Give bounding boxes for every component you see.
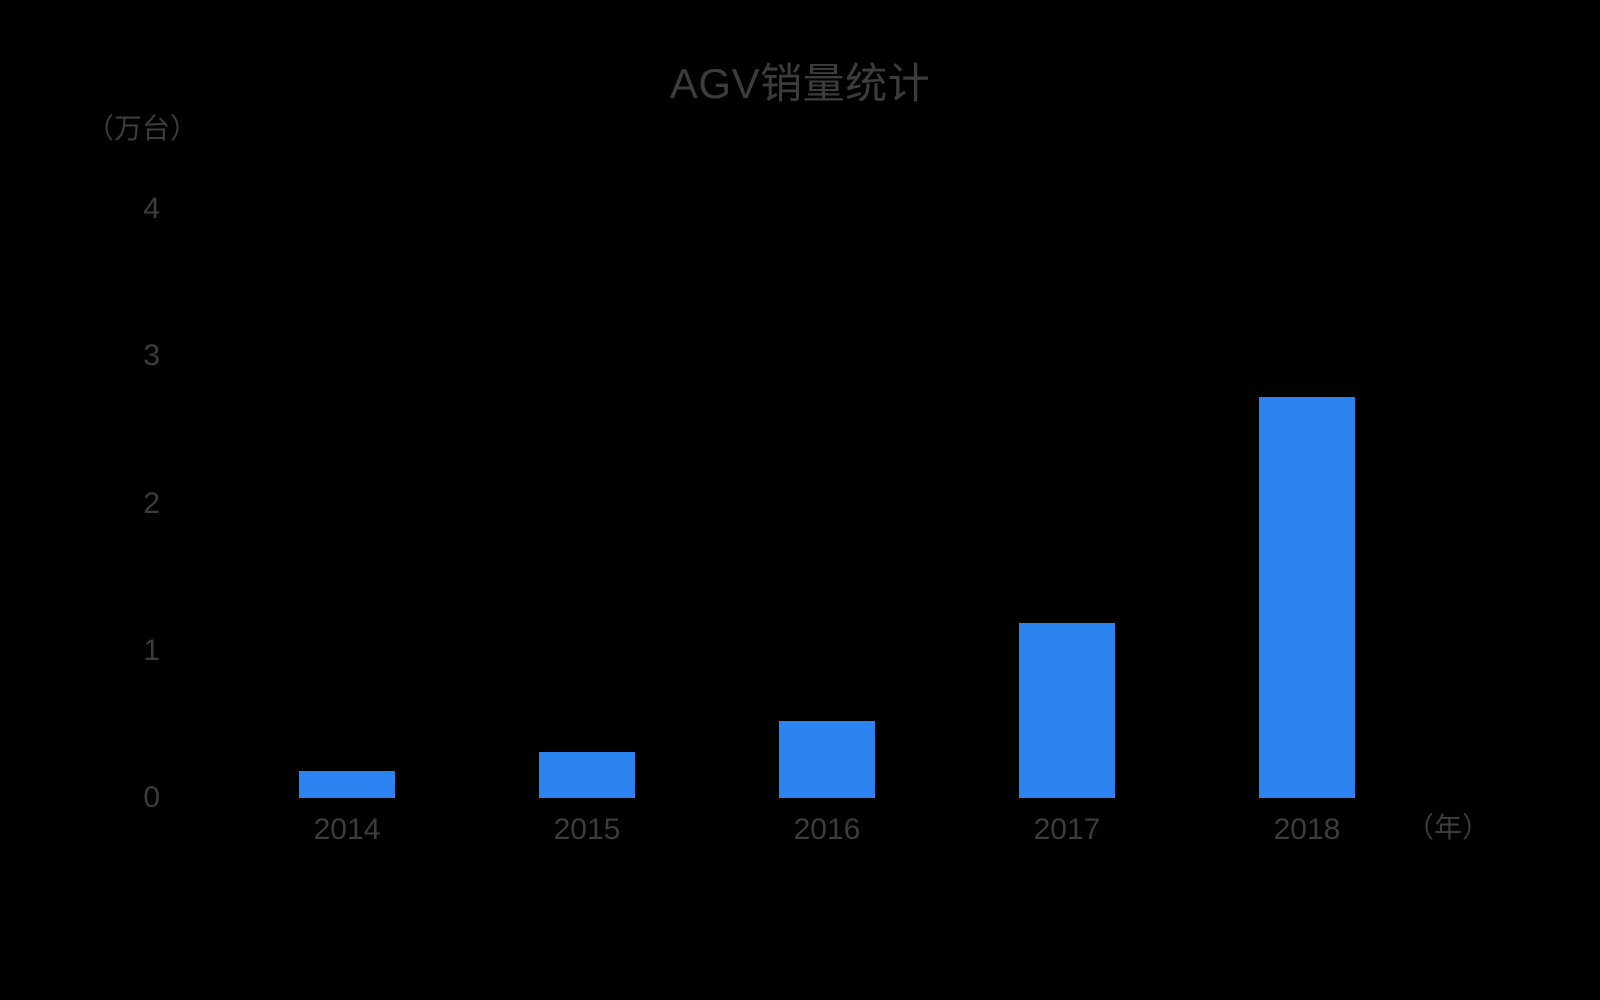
x-axis-tick-label: 2017	[1033, 813, 1101, 846]
x-axis-tick-label: 2018	[1273, 813, 1341, 846]
y-axis-tick-label: 3	[143, 339, 160, 373]
bar-2014[interactable]	[299, 771, 395, 798]
y-axis-tick-label: 4	[143, 192, 160, 225]
y-axis-tick-label: 2	[143, 486, 160, 520]
chart-title: AGV销量统计	[669, 60, 931, 107]
y-axis-tick-label: 0	[143, 781, 160, 814]
x-axis-tick-label: 2015	[553, 813, 621, 846]
x-axis-tick-label: 2014	[313, 813, 381, 846]
x-axis-unit-label: （年）	[1406, 812, 1491, 843]
bar-2016[interactable]	[779, 721, 875, 798]
y-axis-unit-label: （万台）	[86, 113, 199, 144]
bar-2018[interactable]	[1259, 397, 1355, 798]
x-axis-tick-label: 2016	[793, 813, 861, 846]
y-axis-tick-label: 1	[143, 633, 160, 667]
bar-2017[interactable]	[1019, 622, 1115, 798]
bar-2015[interactable]	[539, 752, 635, 798]
